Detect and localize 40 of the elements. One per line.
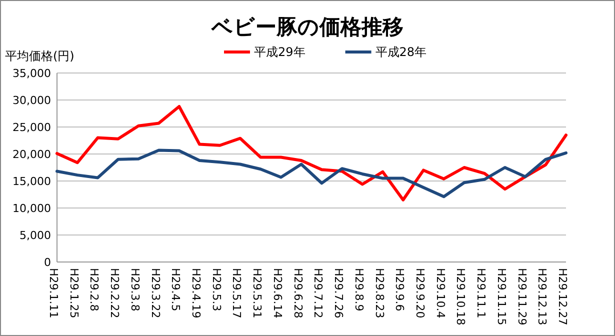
x-tick-label: H29.6.14 [270,268,284,318]
line-series [56,104,568,202]
x-tick-label: H29.11.29 [515,268,528,326]
y-tick-label: 0 [44,256,51,269]
x-tick-label: H29.2.22 [108,268,122,318]
x-tick-label: H29.3.22 [148,268,162,318]
x-tick-label: H29.10.18 [454,268,468,326]
legend-label: 平成28年 [375,45,427,59]
x-tick-label: H29.9.6 [393,268,406,312]
x-tick-label: H29.4.19 [190,268,203,318]
x-tick-label: H29.8.23 [372,268,386,318]
legend-label: 平成29年 [254,45,306,59]
x-tick-label: H29.6.28 [291,268,304,318]
x-tick-label: H29.10.4 [434,268,447,318]
x-tick-label: H29.4.5 [169,268,182,312]
y-tick-label: 30,000 [12,94,51,107]
y-tick-label: 35,000 [12,67,51,80]
x-tick-label: H29.5.3 [210,268,223,312]
chart-title: ベビー豚の価格推移 [210,15,404,39]
x-tick-label: H29.5.17 [230,268,244,318]
y-tick-label: 5,000 [20,229,51,242]
x-tick-label: H29.2.8 [88,268,101,312]
y-tick-label: 15,000 [12,175,51,188]
x-tick-label: H29.5.31 [250,268,264,318]
y-tick-label: 25,000 [12,121,51,134]
x-tick-label: H29.1.11 [46,268,60,318]
x-tick-label: H29.1.25 [67,268,80,318]
line-series [56,148,568,198]
y-tick-label: 10,000 [12,202,51,215]
x-tick-label: H29.11.1 [474,268,488,318]
x-tick-label: H29.7.26 [332,268,346,318]
x-tick-label: H29.12.13 [536,268,549,326]
x-tick-label: H29.12.27 [556,268,569,326]
x-tick-label: H29.11.15 [494,268,508,326]
y-axis-title: 平均価格(円) [5,49,74,63]
y-tick-label: 20,000 [12,148,51,161]
x-tick-label: H29.7.12 [312,268,325,318]
x-tick-label: H29.8.9 [352,268,366,312]
x-tick-label: H29.9.20 [413,268,426,318]
x-tick-label: H29.3.8 [128,268,142,312]
